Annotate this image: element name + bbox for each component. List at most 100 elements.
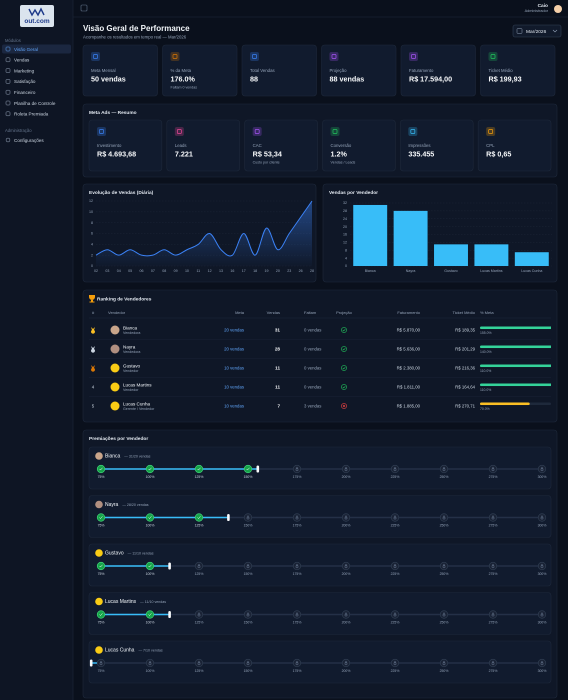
kpi-icon-glyph: [331, 54, 337, 59]
kpi-value: 50 vendas: [91, 75, 126, 84]
nav-item[interactable]: Planilha de Controle: [14, 101, 56, 106]
milestone: [96, 610, 106, 619]
x-tick-label: 08: [162, 269, 166, 273]
x-tick-label: Bianca: [365, 269, 376, 273]
nav-item[interactable]: Configurações: [14, 138, 44, 143]
milestone-check: [99, 613, 103, 616]
nav-item[interactable]: Vendas: [14, 58, 30, 63]
milestone: [243, 561, 253, 571]
milestone: [537, 513, 547, 522]
milestone-check: [148, 613, 152, 616]
milestone-lock: [99, 661, 103, 665]
milestone-label: 275%: [489, 621, 498, 625]
milestone-label: 75%: [98, 524, 105, 528]
medal-icon: [91, 346, 95, 353]
seller-avatar: [95, 549, 103, 557]
kpi-card: [322, 119, 396, 172]
milestone: [341, 658, 351, 668]
milestone: [390, 561, 400, 571]
milestone: [341, 610, 351, 619]
y-tick-label: 4: [91, 243, 93, 247]
milestone-lock: [491, 515, 495, 520]
milestone: [439, 610, 449, 619]
x-tick-label: Lucas Cunha: [521, 269, 542, 273]
x-tick-label: 09: [174, 269, 178, 273]
y-tick-label: 6: [91, 232, 93, 236]
kpi-value: 7.221: [175, 150, 193, 159]
pct-bar-track: [480, 383, 551, 387]
kpi-card: [162, 44, 238, 97]
kpi-icon-glyph: [332, 129, 338, 134]
column-header: Vendedor: [108, 310, 126, 315]
nav-item[interactable]: Visão Geral: [14, 47, 38, 52]
kpi-icon-glyph: [490, 54, 496, 59]
kpi-icon-glyph: [410, 129, 416, 134]
milestone-label: 150%: [244, 621, 253, 625]
seller-role: Vendedora: [123, 350, 140, 354]
sales: 7: [277, 404, 280, 409]
y-tick-label: 4: [345, 256, 347, 260]
kpi-value: 88: [250, 75, 258, 84]
award-card: [88, 446, 552, 490]
seller-role: Gerente / Vendedor: [123, 407, 155, 411]
kpi-icon: [488, 52, 498, 61]
milestone-label: 300%: [538, 475, 547, 479]
milestone-check: [197, 516, 201, 519]
seller-avatar: [95, 452, 103, 460]
rank: 4: [92, 385, 95, 390]
milestone-label: 75%: [98, 572, 105, 576]
period-select[interactable]: [512, 24, 562, 38]
seller-avatar: [95, 646, 103, 654]
y-tick-label: 8: [345, 248, 347, 252]
milestone-lock: [540, 612, 544, 617]
milestone-lock: [246, 564, 250, 568]
projection-glyph: [342, 385, 346, 389]
milestone-lock: [246, 661, 250, 665]
milestone-label: 175%: [293, 572, 302, 576]
kpi-icon-glyph: [176, 129, 182, 134]
award-card: [88, 640, 552, 684]
milestone-check: [246, 467, 250, 471]
x-tick-label: 05: [128, 269, 132, 273]
milestone-check: [148, 516, 152, 519]
nav-item[interactable]: Marketing: [14, 68, 35, 73]
milestone-label: 75%: [98, 669, 105, 673]
kpi-icon: [250, 52, 259, 61]
milestone-lock: [344, 467, 348, 471]
milestone-label: 125%: [195, 669, 204, 673]
milestone: [439, 513, 449, 522]
milestone-lock: [246, 612, 250, 617]
user-avatar[interactable]: [554, 5, 562, 13]
kpi-card: [400, 119, 474, 172]
nav-item[interactable]: Roleta Premiada: [14, 112, 49, 117]
missing: 3 vendas: [304, 404, 321, 409]
x-tick-label: 28: [310, 269, 314, 273]
kpi-card: [166, 119, 240, 172]
milestone-lock: [246, 515, 250, 520]
milestone-check: [99, 564, 103, 568]
pct-label: 155.0%: [480, 331, 492, 335]
seller-name: Gustavo: [123, 364, 141, 369]
milestone-label: 100%: [146, 524, 155, 528]
nav-item[interactable]: Financeiro: [14, 90, 36, 95]
milestone-label: 175%: [293, 475, 302, 479]
projection-glyph: [342, 328, 346, 332]
line: [95, 200, 313, 257]
milestone: [243, 464, 253, 474]
seller-name: Bianca: [123, 326, 137, 331]
milestone-label: 175%: [293, 621, 302, 625]
menu-toggle[interactable]: [80, 4, 88, 12]
kpi-card: [241, 44, 317, 97]
x-tick-label: 11: [196, 269, 200, 273]
milestone: [537, 610, 547, 619]
milestone: [341, 561, 351, 571]
column-header: Faturamento: [397, 310, 420, 315]
nav-icon: [5, 57, 11, 63]
milestone: [292, 658, 302, 668]
nav-item[interactable]: Satisfação: [14, 79, 36, 84]
milestone-label: 150%: [244, 475, 253, 479]
milestone-lock: [491, 467, 495, 471]
milestone-label: 150%: [244, 572, 253, 576]
milestone-lock: [393, 661, 397, 665]
milestone-label: 300%: [538, 621, 547, 625]
